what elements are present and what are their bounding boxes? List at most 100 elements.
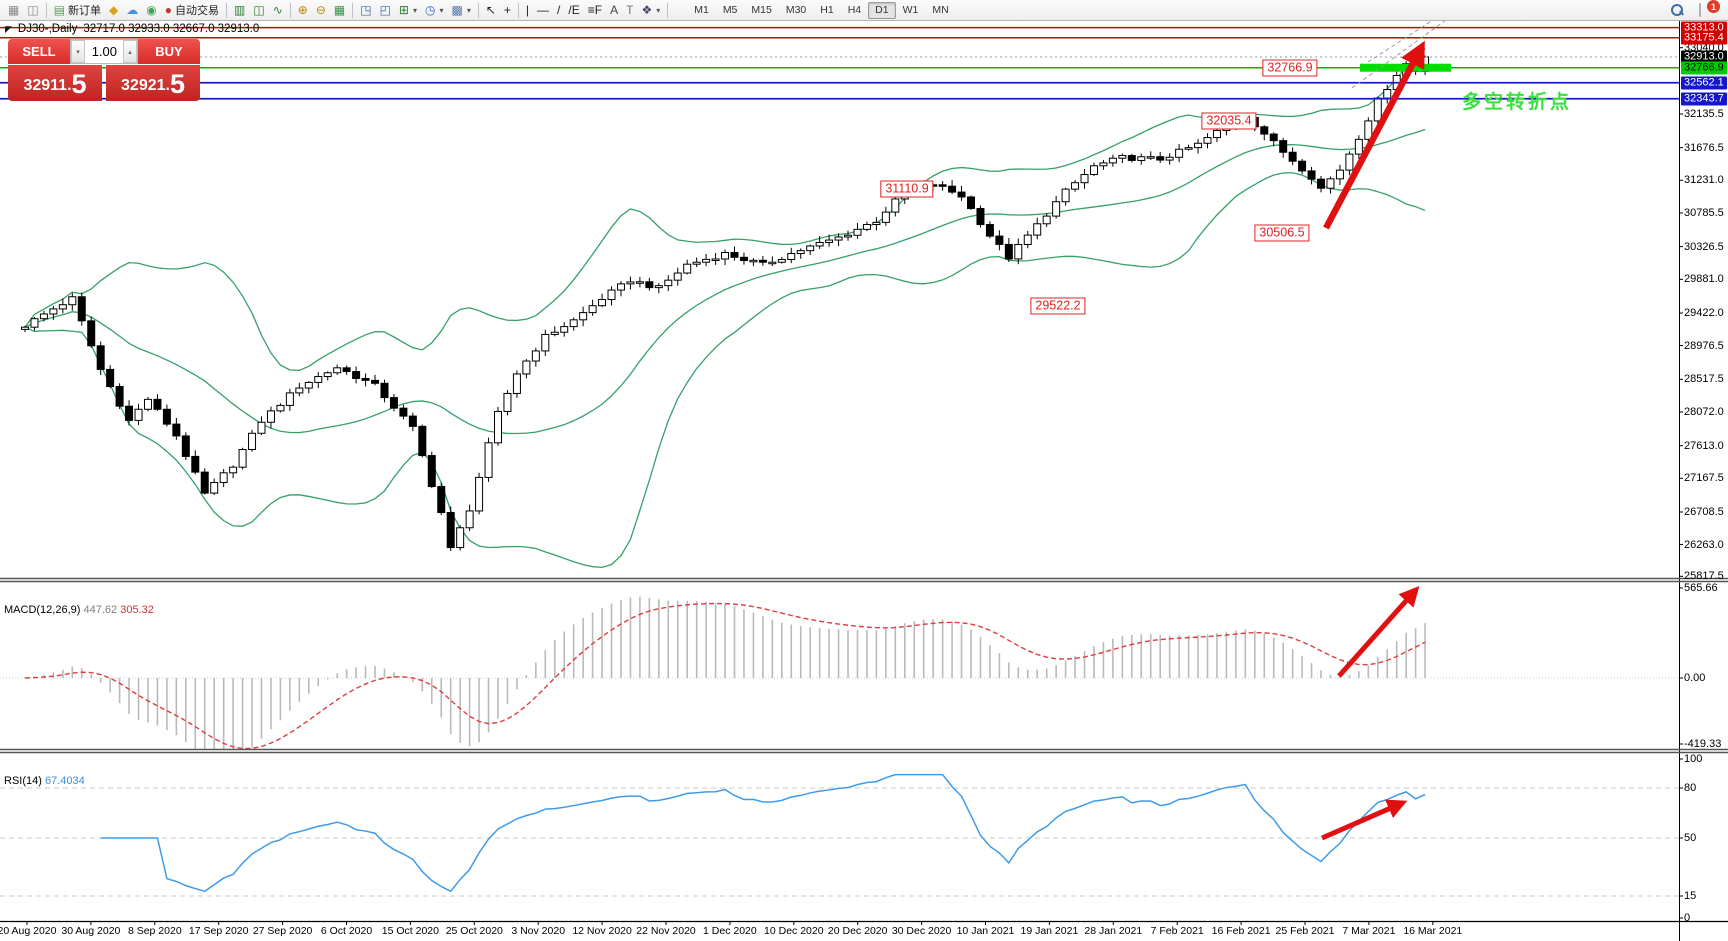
trend-arrow[interactable] [1323, 40, 1425, 230]
candle-body [1184, 147, 1193, 150]
timeframe-h4[interactable]: H4 [847, 4, 862, 16]
price-tick-label: 29881.0 [1684, 273, 1724, 286]
candle-body [796, 250, 805, 255]
candle-body [1165, 156, 1174, 161]
timeframe-m5[interactable]: M5 [722, 4, 738, 16]
timeframe-d1[interactable]: D1 [868, 1, 896, 19]
candle-body [1033, 223, 1042, 236]
candle-body [371, 379, 380, 384]
period-button[interactable]: ◷ ▾ [421, 1, 448, 19]
text-button[interactable]: A [606, 1, 622, 19]
new-chart-button[interactable]: ⊞ ▾ [395, 1, 421, 19]
timeframe-mn[interactable]: MN [932, 4, 949, 16]
toolbar-separator [517, 2, 519, 18]
candle-body [39, 313, 48, 320]
timeframe-m30[interactable]: M30 [785, 4, 807, 16]
price-annotation-label[interactable]: 30506.5 [1254, 224, 1310, 242]
cursor-button[interactable]: ↖ [482, 1, 500, 19]
one-click-collapse-icon[interactable]: ◤ [5, 23, 12, 34]
candle-body [607, 289, 616, 301]
volume-input[interactable]: 1.00 [91, 44, 117, 59]
search-icon[interactable] [1667, 1, 1687, 19]
drawing-objects[interactable] [1321, 21, 1451, 841]
timeframe-m1[interactable]: M1 [694, 4, 709, 16]
price-annotation-label[interactable]: 29522.2 [1030, 297, 1086, 315]
candle-body [1146, 156, 1155, 159]
candle-body [588, 305, 597, 314]
quote-last-digit: 5 [169, 69, 185, 99]
template-button[interactable]: ▩ ▾ [447, 1, 474, 19]
price-annotation-label[interactable]: 32766.9 [1262, 59, 1318, 77]
tile-windows-button[interactable]: ▦ [330, 1, 349, 19]
channel-button[interactable]: /E [564, 1, 583, 19]
line-chart-icon: ∿ [272, 3, 283, 17]
price-tick-label: 27167.5 [1684, 472, 1724, 485]
autotrade-button[interactable]: ● 自动交易 [161, 1, 223, 19]
date-label: 19 Jan 2021 [1020, 925, 1079, 937]
candle-body [30, 318, 39, 328]
candle-body [1288, 151, 1297, 162]
ask-price[interactable]: 32921. 5 [106, 65, 200, 101]
zoom-in-button[interactable]: ⊕ [294, 1, 312, 19]
candle-body [995, 235, 1004, 245]
label-button[interactable]: T [622, 1, 637, 19]
buy-button[interactable]: BUY [138, 39, 200, 64]
timeframe-w1[interactable]: W1 [902, 4, 919, 16]
timeframe-m15[interactable]: M15 [751, 4, 772, 16]
bid-price[interactable]: 32911. 5 [8, 65, 102, 101]
new-order-button[interactable]: ▤ 新订单 [50, 1, 105, 19]
indicator-window-button[interactable]: ◳ [356, 1, 375, 19]
trend-ray[interactable] [1351, 21, 1446, 89]
trendline-button[interactable]: / [553, 1, 564, 19]
candle-body [512, 373, 521, 394]
timeframe-h1[interactable]: H1 [820, 4, 834, 16]
candle-body [579, 312, 588, 321]
price-tick-label: 30326.5 [1684, 240, 1724, 253]
candle-body [1042, 215, 1051, 225]
crosshair-button[interactable]: + [500, 1, 515, 19]
candle-body [645, 281, 654, 289]
price-annotation-label[interactable]: 32035.4 [1201, 112, 1257, 130]
bollinger-middle-band[interactable] [24, 128, 1426, 435]
trend-arrow[interactable] [1337, 586, 1420, 678]
vline-button[interactable]: | [522, 1, 533, 19]
signals-button[interactable]: ◉ [142, 1, 160, 19]
volume-increase-button[interactable]: ▴ [123, 40, 137, 63]
toolbar-separator [477, 2, 479, 18]
sell-button[interactable]: SELL [8, 39, 70, 64]
zoom-out-button[interactable]: ⊖ [312, 1, 330, 19]
chart-surface[interactable]: ◤ DJ30-,Daily 32717.0 32933.0 32667.0 32… [0, 21, 1728, 941]
crosshair-icon: + [503, 3, 511, 17]
bar-chart-button[interactable]: ▥ [230, 1, 249, 19]
date-label: 12 Nov 2020 [572, 925, 632, 937]
candle-body [456, 527, 465, 549]
community-button[interactable]: ☁ [122, 1, 142, 19]
indicator-list-button[interactable]: ◰ [376, 1, 395, 19]
candle-body [125, 405, 134, 421]
notifications-icon[interactable]: 1 [1695, 0, 1720, 19]
line-chart-button[interactable]: ∿ [269, 1, 287, 19]
candlestick-chart-button[interactable]: ◫ [249, 1, 268, 19]
price-annotation-label[interactable]: 31110.9 [880, 180, 934, 198]
price-chart-canvas[interactable] [0, 21, 1728, 941]
shapes-button[interactable]: ❖ ▾ [637, 1, 664, 19]
candle-body [531, 350, 540, 362]
candle-body [1175, 148, 1184, 158]
candle-body [1080, 174, 1089, 184]
candle-body [1099, 162, 1108, 167]
market-watch-button[interactable]: ◫ [23, 1, 42, 19]
chart-window-button[interactable]: ▦ [4, 1, 23, 19]
rsi-panel[interactable] [0, 773, 1679, 897]
turning-point-text[interactable]: 多空转折点 [1462, 92, 1573, 113]
chevron-down-icon: ▾ [656, 5, 661, 15]
macd-panel[interactable] [0, 596, 1679, 763]
trend-arrow[interactable] [1321, 799, 1408, 841]
candle-body [1373, 97, 1382, 122]
market-button[interactable]: ◆ [105, 1, 122, 19]
fibonacci-button[interactable]: ≡F [584, 1, 606, 19]
period-icon: ◷ [424, 3, 436, 17]
hline-button[interactable]: — [533, 1, 553, 19]
bollinger-lower-band[interactable] [24, 172, 1426, 569]
volume-decrease-button[interactable]: ▾ [71, 40, 85, 63]
bollinger-upper-band[interactable] [24, 48, 1426, 371]
